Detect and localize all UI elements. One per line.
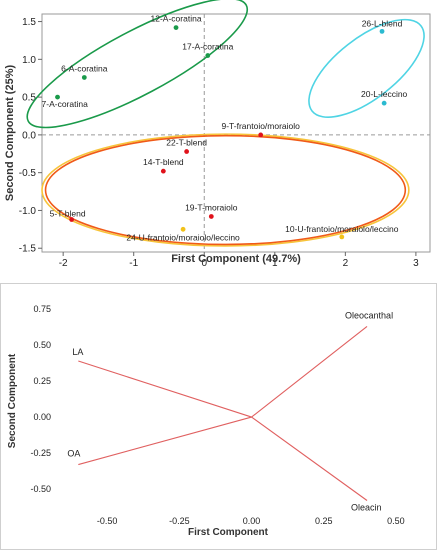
x-tick-label: 0.00 [243,516,261,526]
vector-label: LA [72,347,83,357]
x-axis-label: First Component [188,527,269,538]
point-label: 9-T-frantoio/moraiolo [221,121,300,131]
y-tick-label: -0.5 [19,168,37,179]
y-axis-label: Second Component (25%) [4,65,16,202]
data-point [160,168,166,174]
loading-vector [251,326,368,418]
x-tick-label: -2 [59,258,68,266]
vector-label: Oleacin [351,502,382,512]
data-point [381,100,387,106]
loading-vector [78,416,252,466]
ellipse-group-l [308,18,425,118]
x-tick-label: -0.50 [97,516,118,526]
ellipse-group-u [41,133,410,247]
x-axis-label: First Component (49.7%) [171,253,301,265]
point-label: 14-T-blend [143,157,184,167]
loading-plot: -0.50 -0.25 0.00 0.25 0.50 0.75 0.50 0.25 0.00 -0… [7,304,405,538]
data-point [379,28,385,34]
data-point [173,25,179,30]
data-point [339,234,345,240]
loading-vector [78,360,252,418]
point-label: 5-T-blend [50,209,86,219]
point-label: 6-A-coratina [61,63,108,73]
score-plot: -2 -1 0 1 2 3 1.5 1.0 0.5 0.0 -0.5 -1.0 -1.5 12-A-co… [4,0,431,269]
y-tick-label: -0.50 [30,484,51,494]
y-tick-label: 0.75 [33,304,51,314]
y-tick-label: 1.5 [22,17,36,28]
x-tick-label: -1 [129,258,138,266]
x-tick-label: 1 [272,258,278,266]
data-point [55,94,60,100]
point-label: 19-T-moraiolo [185,202,238,212]
x-tick-label: -0.25 [169,516,190,526]
x-tick-label: 2 [343,258,349,266]
data-point [69,217,75,222]
point-label: 7-A-coratina [42,99,89,109]
plot-area [41,13,431,253]
point-label: 10-U-frantoio/moraiolo/leccino [285,224,399,234]
y-tick-label: -1.0 [19,206,37,217]
data-point [205,53,211,58]
y-axis-label: Second Component [7,353,18,448]
y-tick-label: 0.0 [22,130,36,141]
score-plot-panel: -2 -1 0 1 2 3 1.5 1.0 0.5 0.0 -0.5 -1.0 -1.5 12-A-co… [0,0,437,269]
point-label: 24-U-frantoio/moraiolo/leccino [126,232,240,242]
point-label: 26-L-blend [362,18,403,28]
y-tick-label: 0.00 [33,412,51,422]
ellipse-group-a [26,0,249,129]
y-tick-label: 0.50 [33,340,51,350]
loading-plot-panel: -0.50 -0.25 0.00 0.25 0.50 0.75 0.50 0.25 0.00 -0… [0,283,437,550]
point-label: 12-A-coratina [151,14,202,24]
data-point [180,226,186,232]
data-point [208,214,214,219]
data-point [258,132,264,138]
point-label: 17-A-coratina [182,42,233,52]
y-tick-label: -0.25 [30,448,51,458]
data-point [81,75,87,80]
vector-label: OA [67,449,80,459]
data-point [184,149,190,154]
y-tick-label: -1.5 [19,244,37,255]
x-tick-label: 3 [413,258,419,266]
y-tick-label: 0.5 [22,93,36,104]
ellipse-group-t [44,134,407,246]
x-tick-label: 0.25 [315,516,333,526]
y-tick-label: 0.25 [33,376,51,386]
vector-label: Oleocanthal [345,310,393,320]
x-tick-label: 0 [201,258,207,266]
x-tick-label: 0.50 [387,516,405,526]
y-tick-label: 1.0 [22,55,36,66]
loading-vector [251,416,368,501]
point-label: 22-T-blend [166,138,207,148]
point-label: 20-L-leccino [361,89,408,99]
